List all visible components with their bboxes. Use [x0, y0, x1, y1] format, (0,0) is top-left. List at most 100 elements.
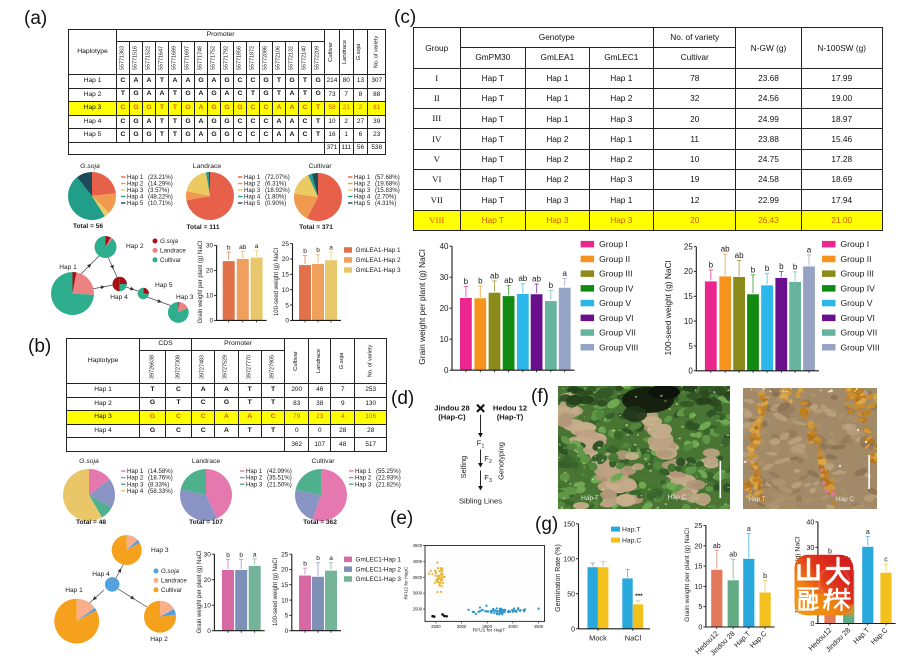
svg-text:Group VI: Group VI — [841, 313, 875, 323]
svg-text:(1.80%): (1.80%) — [265, 194, 286, 201]
svg-text:(8.33%): (8.33%) — [148, 481, 169, 488]
svg-text:ab: ab — [504, 276, 513, 285]
svg-text:ab: ab — [735, 251, 744, 260]
svg-text:(15.83%): (15.83%) — [375, 187, 400, 194]
svg-text:15: 15 — [281, 582, 289, 589]
svg-text:Landrace: Landrace — [161, 578, 187, 585]
svg-text:b: b — [765, 264, 770, 273]
svg-text:b: b — [464, 277, 469, 286]
svg-text:10: 10 — [206, 293, 214, 300]
svg-text:Total = 56: Total = 56 — [73, 223, 103, 230]
svg-text:a: a — [255, 243, 259, 250]
svg-text:(55.25%): (55.25%) — [376, 468, 401, 475]
svg-text:a: a — [329, 245, 333, 252]
svg-text:(10.71%): (10.71%) — [148, 200, 173, 207]
svg-text:Hap 2: Hap 2 — [150, 636, 168, 643]
svg-text:F: F — [484, 454, 489, 463]
svg-text:10: 10 — [684, 317, 693, 326]
svg-text:25: 25 — [281, 551, 289, 558]
svg-text:10: 10 — [204, 602, 212, 609]
svg-text:Grain weight per plant (g) NaC: Grain weight per plant (g) NaCl — [197, 551, 203, 634]
svg-text:(21.82%): (21.82%) — [376, 481, 401, 488]
svg-text:3500: 3500 — [482, 624, 492, 629]
svg-text:G.soja: G.soja — [161, 568, 179, 575]
svg-text:Selfing: Selfing — [459, 456, 468, 479]
svg-text:Hap 3: Hap 3 — [127, 481, 144, 488]
svg-text:20: 20 — [206, 268, 214, 275]
svg-text:ab: ab — [721, 245, 730, 254]
svg-text:100: 100 — [563, 556, 575, 563]
svg-text:Landrace: Landrace — [193, 163, 222, 170]
svg-text:Hap T: Hap T — [581, 495, 599, 502]
svg-text:a: a — [253, 551, 257, 558]
svg-text:b: b — [779, 262, 784, 271]
svg-text:Group II: Group II — [599, 254, 630, 264]
svg-text:Group VIII: Group VIII — [599, 342, 638, 352]
svg-text:b: b — [709, 260, 714, 269]
svg-text:Group VII: Group VII — [841, 328, 878, 338]
svg-text:40: 40 — [806, 517, 814, 526]
svg-text:a: a — [747, 526, 751, 533]
svg-text:Hap 3: Hap 3 — [244, 187, 261, 194]
svg-text:Hap 4: Hap 4 — [244, 194, 261, 201]
svg-text:GmLEC1-Hap 2: GmLEC1-Hap 2 — [356, 566, 402, 573]
svg-text:2500: 2500 — [413, 607, 423, 612]
svg-text:b: b — [227, 245, 231, 252]
svg-text:15: 15 — [694, 562, 702, 571]
svg-text:15: 15 — [684, 292, 693, 301]
svg-text:Hap T: Hap T — [748, 496, 765, 503]
svg-text:50: 50 — [567, 591, 575, 598]
svg-text:Hap C: Hap C — [668, 494, 687, 501]
svg-text:0: 0 — [285, 628, 289, 635]
svg-text:20: 20 — [694, 541, 702, 550]
svg-text:Group VII: Group VII — [599, 328, 636, 338]
svg-text:F: F — [484, 473, 489, 482]
svg-text:Group V: Group V — [841, 298, 873, 308]
svg-text:Group I: Group I — [599, 239, 628, 249]
svg-text:(4.31%): (4.31%) — [375, 200, 396, 207]
svg-text:Hap 4: Hap 4 — [127, 488, 144, 495]
svg-text:15: 15 — [282, 272, 290, 279]
svg-text:5: 5 — [698, 602, 702, 611]
svg-text:40: 40 — [440, 242, 449, 251]
svg-text:Hap.C: Hap.C — [622, 537, 641, 544]
svg-text:b: b — [828, 549, 832, 556]
svg-text:3000: 3000 — [413, 591, 423, 596]
svg-text:Group III: Group III — [599, 269, 632, 279]
svg-text:Hap 2: Hap 2 — [244, 181, 261, 188]
svg-text:(18.76%): (18.76%) — [148, 475, 173, 482]
svg-text:b: b — [763, 573, 767, 580]
svg-text:100-seed weight (g) NaCl: 100-seed weight (g) NaCl — [274, 248, 280, 316]
svg-text:(72.07%): (72.07%) — [265, 174, 290, 181]
svg-text:a: a — [807, 246, 812, 255]
svg-text:Hap.T: Hap.T — [622, 526, 641, 533]
svg-text:Group II: Group II — [841, 254, 872, 264]
svg-text:Genotyping: Genotyping — [497, 442, 506, 480]
svg-text:b: b — [478, 276, 483, 285]
svg-text:0: 0 — [571, 626, 575, 633]
svg-text:a: a — [329, 555, 333, 562]
svg-text:Hap C: Hap C — [836, 496, 854, 503]
svg-text:Hap 4: Hap 4 — [110, 294, 128, 301]
svg-text:Hap.C: Hap.C — [869, 626, 890, 647]
svg-text:4000: 4000 — [508, 624, 518, 629]
svg-text:Hap 2: Hap 2 — [127, 475, 144, 482]
svg-text:Cultivar: Cultivar — [311, 458, 335, 465]
svg-text:(Hap-T): (Hap-T) — [497, 413, 524, 422]
svg-text:F: F — [477, 439, 482, 448]
svg-text:10: 10 — [281, 597, 289, 604]
svg-text:b: b — [316, 247, 320, 254]
svg-text:(57.68%): (57.68%) — [375, 174, 400, 181]
svg-text:Hap 5: Hap 5 — [155, 282, 173, 289]
svg-text:Hap 3: Hap 3 — [127, 187, 144, 194]
svg-text:3000: 3000 — [457, 624, 467, 629]
svg-text:Hap 1: Hap 1 — [246, 468, 263, 475]
svg-text:(48.22%): (48.22%) — [148, 194, 173, 201]
svg-text:150: 150 — [563, 521, 575, 528]
svg-text:G.soja: G.soja — [80, 163, 100, 170]
svg-text:100-seed weight (g) NaCl: 100-seed weight (g) NaCl — [663, 260, 673, 355]
svg-text:Group I: Group I — [841, 239, 870, 249]
svg-text:G.soja: G.soja — [79, 458, 99, 465]
svg-text:Hap 1: Hap 1 — [127, 468, 144, 475]
svg-text:Hap 1: Hap 1 — [244, 174, 261, 181]
